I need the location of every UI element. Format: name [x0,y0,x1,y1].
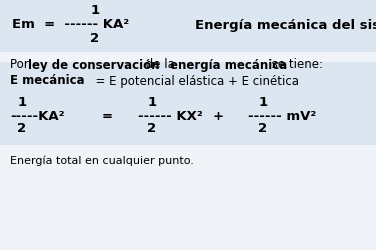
Text: energía mecánica: energía mecánica [170,58,287,71]
Text: 2: 2 [91,31,100,44]
FancyBboxPatch shape [0,63,376,146]
Text: de la: de la [142,58,179,71]
Text: ------ mV²: ------ mV² [248,109,316,122]
Text: E mecánica: E mecánica [10,74,85,87]
FancyBboxPatch shape [0,0,376,53]
Text: 2: 2 [258,122,268,135]
Text: 1: 1 [17,96,27,109]
Text: 1: 1 [258,96,268,109]
Text: -----KA²: -----KA² [10,109,65,122]
Text: 1: 1 [147,96,156,109]
Text: =: = [102,109,112,122]
Text: Em  =  ------ KA²: Em = ------ KA² [12,18,129,31]
Text: Energía mecánica del sistema: Energía mecánica del sistema [195,18,376,31]
Text: 1: 1 [91,4,100,18]
Text: 2: 2 [17,122,27,135]
Text: se tiene:: se tiene: [268,58,323,71]
Text: Energía total en cualquier punto.: Energía total en cualquier punto. [10,155,194,166]
Text: ley de conservación: ley de conservación [28,58,159,71]
Text: Por: Por [10,58,32,71]
Text: 2: 2 [147,122,156,135]
Text: = E potencial elástica + E cinética: = E potencial elástica + E cinética [88,74,299,87]
Text: +: + [212,109,223,122]
Text: ------ KX²: ------ KX² [138,109,203,122]
